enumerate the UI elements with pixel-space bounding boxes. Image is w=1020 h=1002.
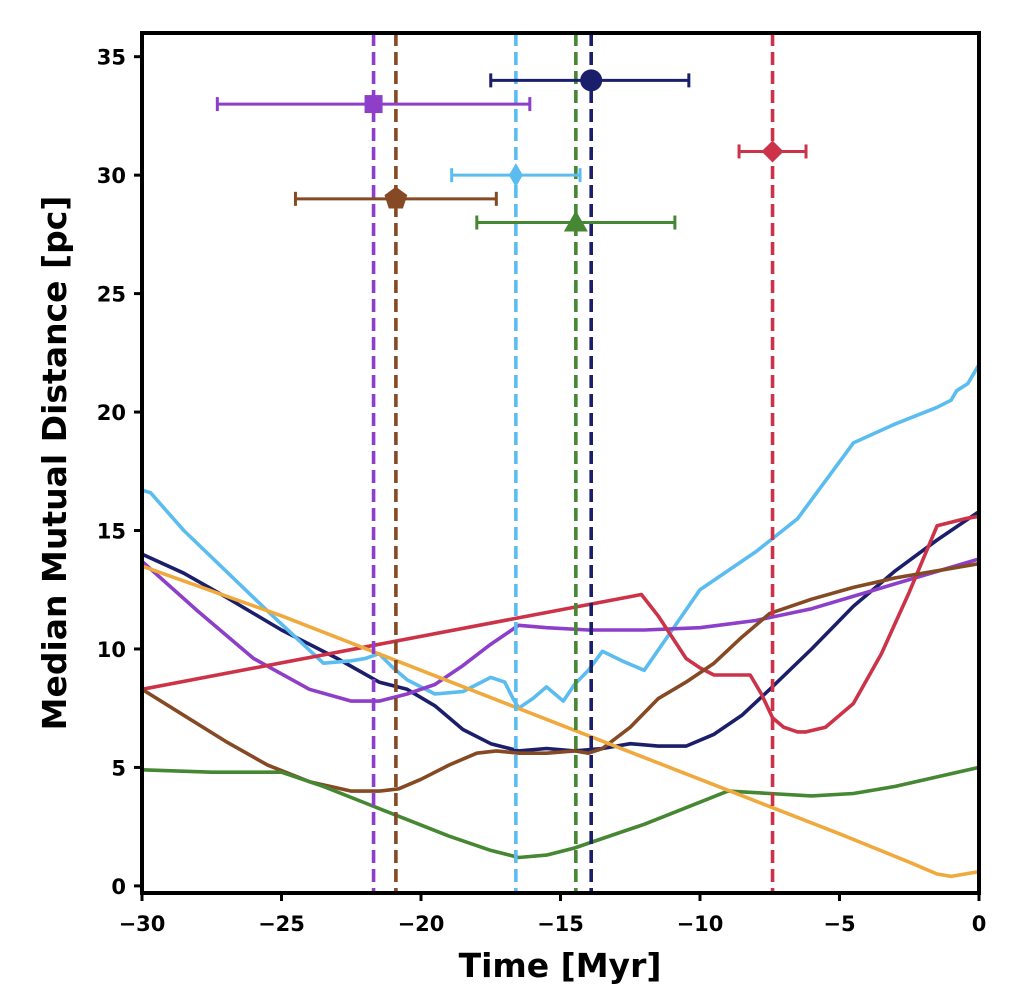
marker-thin_diamond-3 [508, 163, 523, 188]
y-tick-label-5: 20 [97, 401, 126, 425]
marker-diamond-6 [761, 140, 784, 163]
marker-square-1 [364, 95, 383, 114]
x-tick-label-6: −5 [823, 912, 855, 936]
y-tick-label-7: 30 [97, 164, 126, 188]
x-tick-label-7: 0 [972, 912, 987, 936]
y-tick-label-1: 0 [111, 875, 126, 899]
y-tick-label-6: 25 [97, 283, 126, 307]
y-axis-label: Median Mutual Distance [pc] [35, 196, 74, 731]
series-line-6 [142, 765, 979, 860]
x-tick-label-1: −30 [119, 912, 166, 936]
x-tick-label-4: −15 [537, 912, 584, 936]
x-tick-label-5: −10 [677, 912, 724, 936]
series-line-3 [142, 557, 979, 703]
y-tick-label-2: 5 [111, 756, 126, 780]
x-tick-label-3: −20 [398, 912, 445, 936]
series-line-2 [142, 362, 979, 711]
axes: −30 −25 −20 −15 −10 −5 0 0 5 10 15 20 25 30 35 [97, 31, 987, 936]
x-tick-label-2: −25 [258, 912, 305, 936]
marker-pentagon-4 [384, 186, 408, 209]
x-axis-label: Time [Myr] [459, 946, 662, 985]
y-tick-label-4: 15 [97, 520, 126, 544]
marker-triangle-5 [563, 210, 588, 232]
y-tick-label-3: 10 [97, 638, 126, 662]
y-tick-label-8: 35 [97, 46, 126, 70]
series-line-5 [142, 561, 979, 793]
series-line-4 [142, 514, 979, 734]
marker-circle-2 [580, 69, 603, 92]
plot-area [142, 33, 979, 893]
